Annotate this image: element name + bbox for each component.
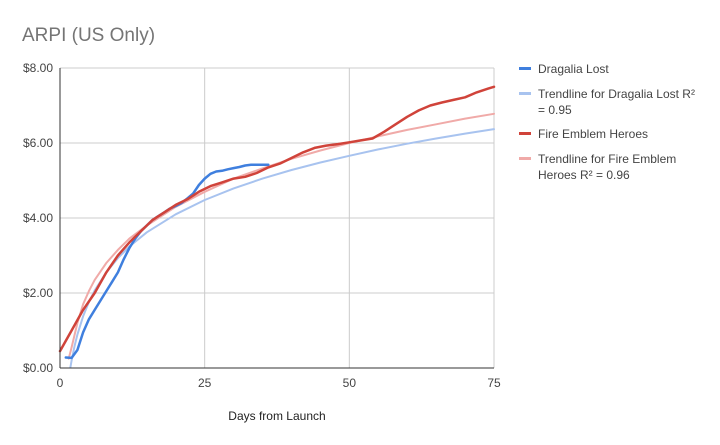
- legend-swatch: [519, 132, 531, 135]
- x-tick-label: 75: [487, 376, 501, 390]
- chart-title: ARPI (US Only): [22, 25, 155, 46]
- legend-label: Trendline for Dragalia Lost R² = 0.95: [538, 87, 695, 117]
- y-tick-label: $0.00: [23, 361, 53, 375]
- plot-area: [58, 85, 496, 369]
- series-line-dragalia-lost: [64, 163, 270, 360]
- trendline-dragalia-lost: [69, 128, 495, 369]
- y-tick-label: $8.00: [23, 61, 53, 75]
- legend-label: Trendline for Fire Emblem Heroes R² = 0.9…: [538, 152, 676, 182]
- x-axis-title: Days from Launch: [228, 409, 325, 423]
- legend-swatch: [519, 157, 531, 160]
- y-tick-label: $6.00: [23, 136, 53, 150]
- y-tick-label: $2.00: [23, 286, 53, 300]
- legend: Dragalia Lost Trendline for Dragalia Lost…: [519, 62, 695, 182]
- series-line-fire-emblem-heroes: [58, 85, 496, 353]
- x-tick-label: 50: [343, 376, 357, 390]
- legend-label: Dragalia Lost: [538, 62, 609, 76]
- x-tick-label: 0: [57, 376, 64, 390]
- axes: $0.00 $2.00 $4.00 $6.00 $8.00 0 25 50 75: [23, 61, 501, 390]
- legend-label: Fire Emblem Heroes: [538, 127, 648, 141]
- legend-swatch: [519, 92, 531, 95]
- x-tick-label: 25: [198, 376, 212, 390]
- gridlines: [60, 67, 495, 368]
- trendline-fire-emblem-heroes: [67, 112, 495, 360]
- legend-swatch: [519, 67, 531, 70]
- y-tick-label: $4.00: [23, 211, 53, 225]
